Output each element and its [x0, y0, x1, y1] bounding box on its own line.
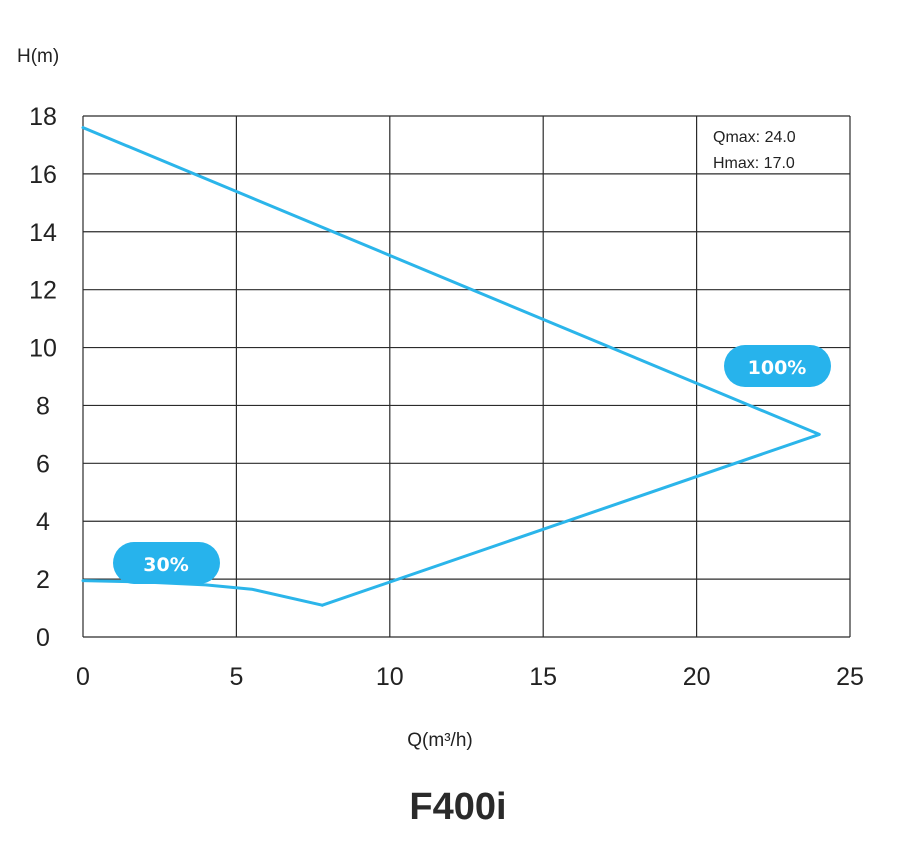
series-line-100 — [81, 126, 821, 607]
y-tick-label: 4 — [36, 508, 50, 536]
qmax-label: Qmax: 24.0 — [713, 129, 796, 146]
y-tick-label: 6 — [36, 450, 50, 478]
badge-100-label: 100% — [748, 357, 807, 379]
x-tick-label: 0 — [76, 663, 90, 691]
y-tick-label: 2 — [36, 566, 50, 594]
max-info-box: Qmax: 24.0 Hmax: 17.0 — [713, 129, 796, 172]
x-tick-labels: 0 5 10 15 20 25 — [76, 663, 864, 691]
x-tick-label: 25 — [836, 663, 864, 691]
badge-30-label: 30% — [143, 554, 188, 576]
model-title: F400i — [409, 786, 507, 828]
series-layer — [81, 126, 821, 607]
grid — [82, 115, 851, 638]
y-tick-labels: 0 2 4 6 8 10 12 14 16 18 — [29, 103, 57, 652]
y-axis-label: H(m) — [17, 46, 59, 67]
y-tick-label: 10 — [29, 335, 57, 363]
x-tick-label: 15 — [529, 663, 557, 691]
y-tick-label: 18 — [29, 103, 57, 131]
x-tick-label: 5 — [229, 663, 243, 691]
y-tick-label: 0 — [36, 624, 50, 652]
badge-30-pill — [113, 542, 220, 584]
hmax-label: Hmax: 17.0 — [713, 155, 795, 172]
y-tick-label: 16 — [29, 161, 57, 189]
y-tick-label: 14 — [29, 219, 57, 247]
x-tick-label: 10 — [376, 663, 404, 691]
badge-100: 100% — [724, 345, 831, 387]
x-axis-label: Q(m³/h) — [407, 730, 472, 751]
badge-100-pill — [724, 345, 831, 387]
x-tick-label: 20 — [683, 663, 711, 691]
badge-30: 30% — [113, 542, 220, 584]
y-tick-label: 12 — [29, 277, 57, 305]
y-tick-label: 8 — [36, 392, 50, 420]
series-line-30 — [81, 579, 324, 607]
